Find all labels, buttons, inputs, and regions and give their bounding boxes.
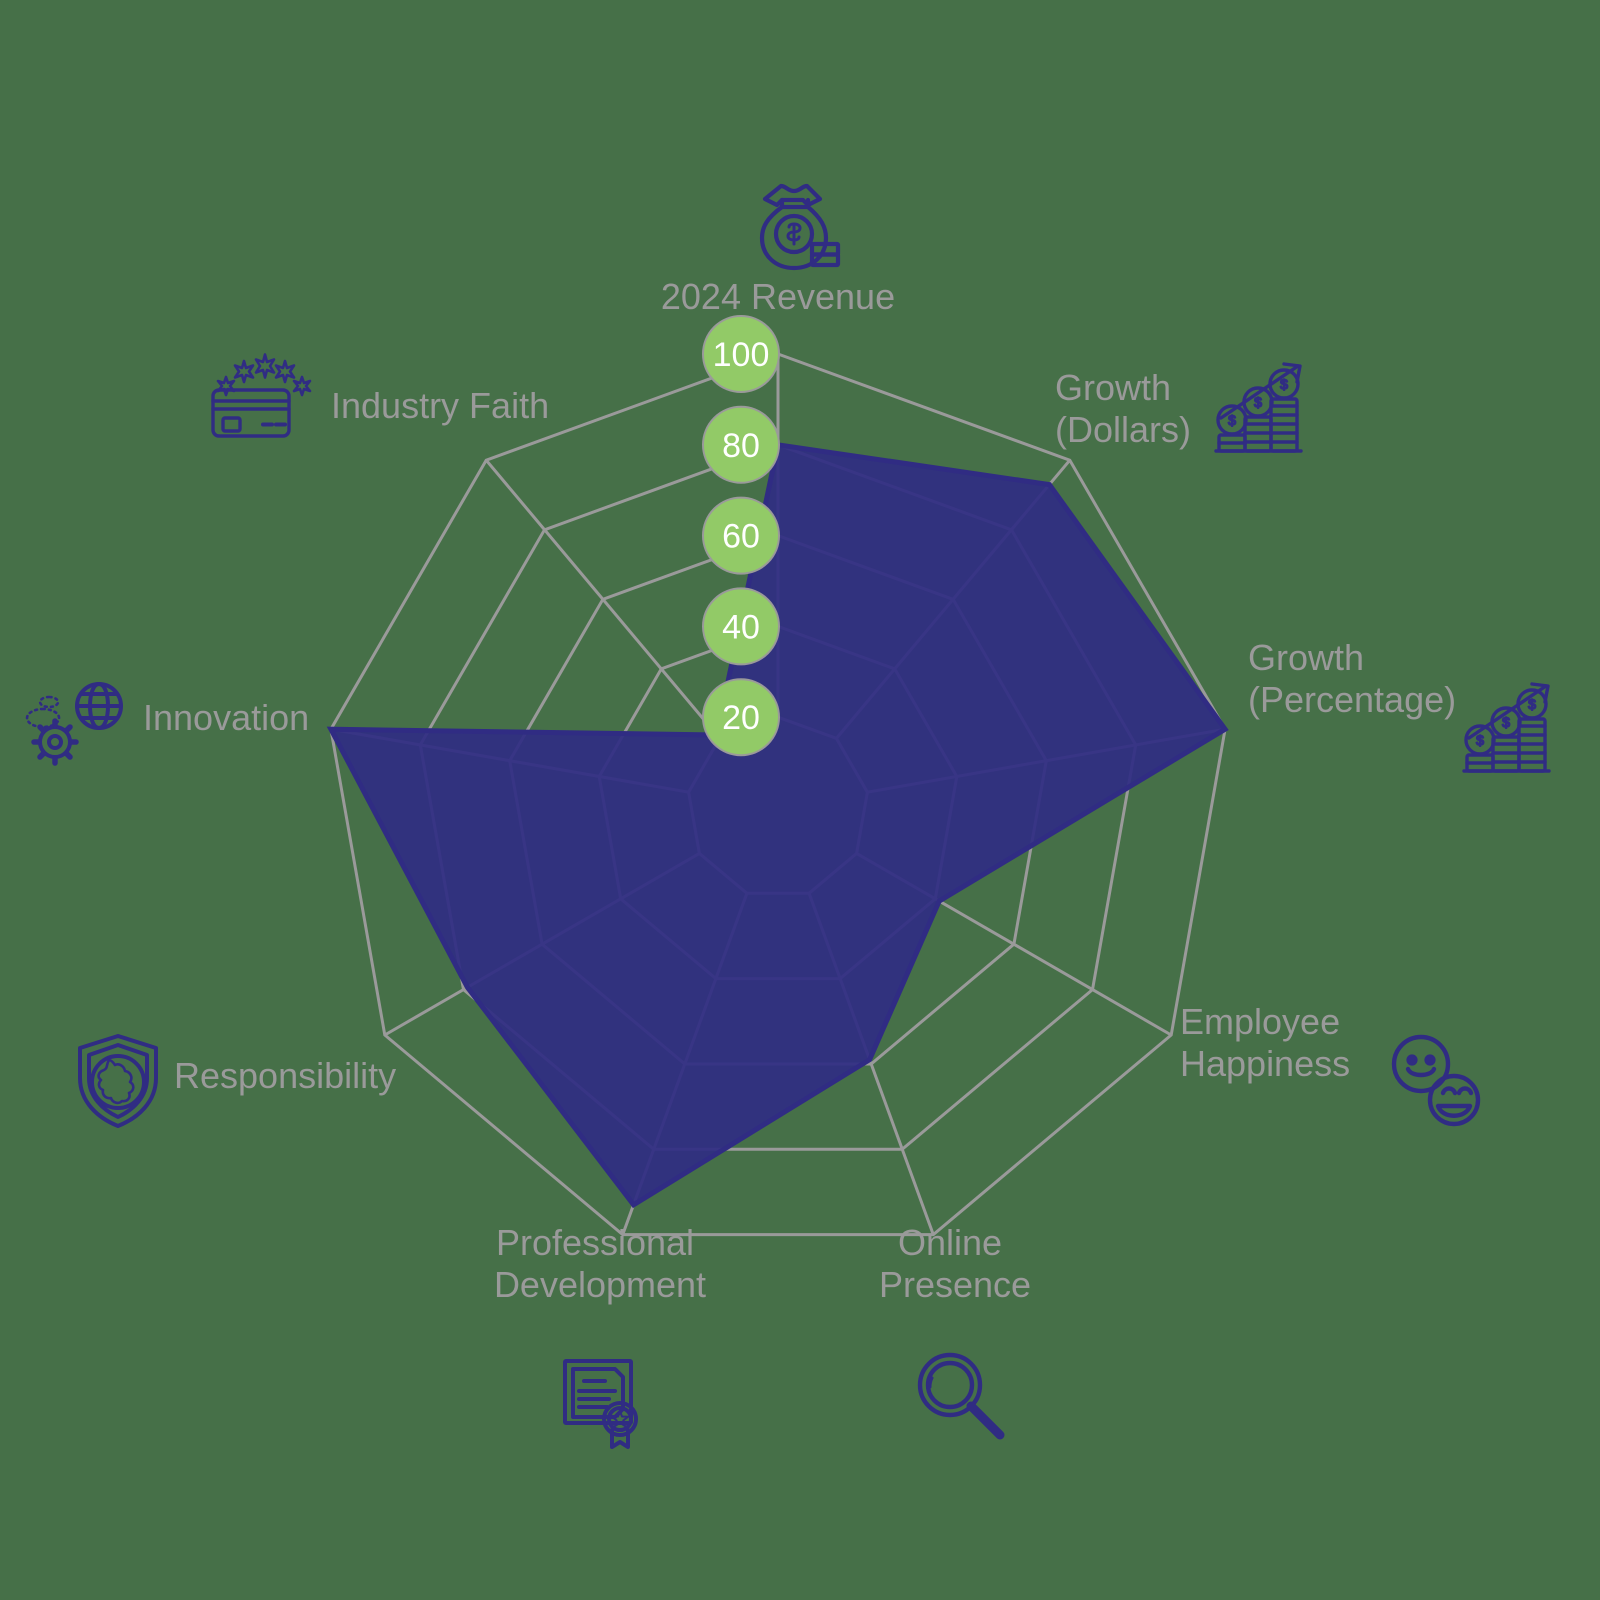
svg-text:Employee Happiness: Employee Happiness: [1180, 1001, 1350, 1084]
svg-text:60: 60: [722, 518, 760, 556]
svg-text:40: 40: [722, 608, 760, 646]
svg-text:2024 Revenue: 2024 Revenue: [661, 276, 895, 317]
svg-text:100: 100: [713, 336, 770, 374]
svg-text:Industry Faith: Industry Faith: [331, 385, 549, 426]
svg-text:Growth (Dollars): Growth (Dollars): [1055, 367, 1191, 450]
svg-text:80: 80: [722, 427, 760, 465]
svg-text:Online Presence: Online Presence: [879, 1222, 1031, 1305]
svg-text:Responsibility: Responsibility: [174, 1055, 396, 1096]
svg-text:20: 20: [722, 699, 760, 737]
svg-text:Innovation: Innovation: [143, 697, 309, 738]
svg-text:Professional Development: Professional Development: [494, 1222, 706, 1305]
